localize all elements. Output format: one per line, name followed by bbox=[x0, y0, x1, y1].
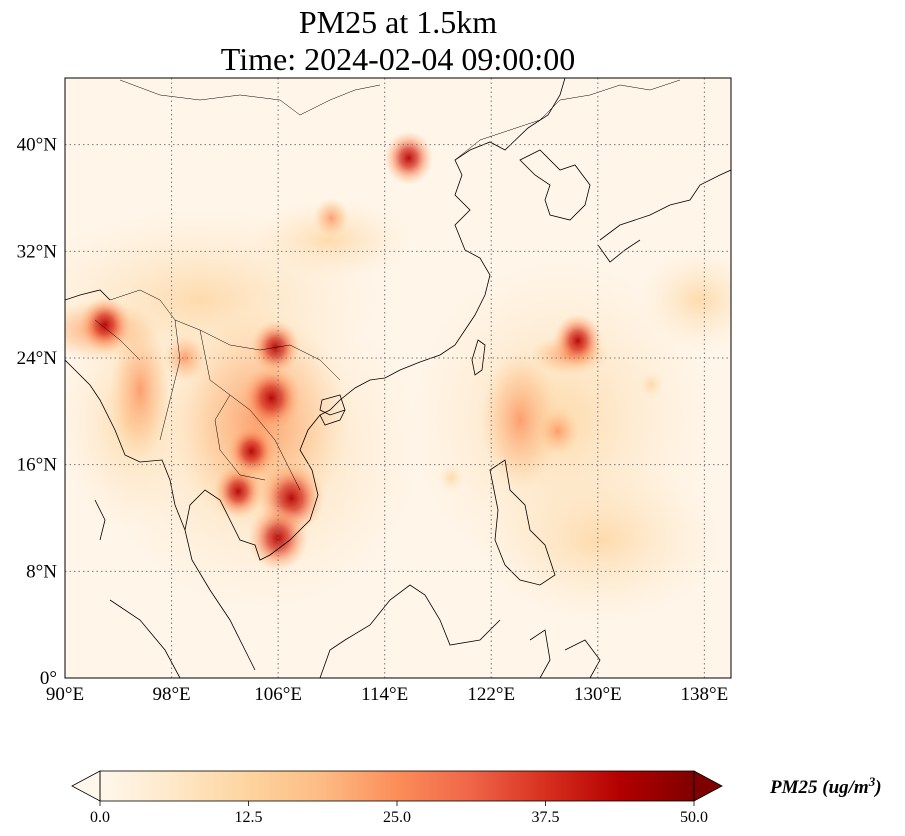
colorbar-tick-label: 0.0 bbox=[90, 809, 110, 826]
longitude-tick-label: 98°E bbox=[152, 684, 190, 705]
pm25-hotspot bbox=[384, 131, 434, 185]
map-title-line2: Time: 2024-02-04 09:00:00 bbox=[221, 41, 575, 77]
colorbar-ticks: 0.0 12.5 25.0 37.5 50.0 bbox=[90, 801, 708, 826]
longitude-tick-label: 114°E bbox=[361, 684, 408, 705]
colorbar-extend-min bbox=[71, 770, 101, 802]
longitude-tick-label: 106°E bbox=[254, 684, 302, 705]
pm25-hotspot bbox=[313, 198, 350, 238]
colorbar-tick-label: 25.0 bbox=[383, 809, 411, 826]
colorbar-tick-label: 12.5 bbox=[235, 809, 263, 826]
colorbar-tick-label: 50.0 bbox=[680, 809, 708, 826]
colorbar-gradient bbox=[100, 771, 694, 801]
latitude-labels: 0° 8°N 16°N 24°N 32°N 40°N bbox=[17, 135, 58, 689]
colorbar-extend-max bbox=[693, 770, 723, 802]
pm25-hotspot bbox=[213, 464, 263, 519]
pm25-hotspot bbox=[637, 369, 665, 400]
latitude-tick-label: 24°N bbox=[17, 348, 58, 369]
pm25-hotspot bbox=[79, 296, 131, 353]
longitude-tick-label: 90°E bbox=[46, 684, 84, 705]
colorbar-tick-label: 37.5 bbox=[532, 809, 560, 826]
pm25-hotspot bbox=[536, 407, 580, 456]
colorbar-label: PM25 (ug/m3) bbox=[769, 774, 882, 799]
colorbar: 0.0 12.5 25.0 37.5 50.0 PM25 (ug/m3) bbox=[71, 770, 882, 826]
pm25-hotspots bbox=[79, 131, 665, 571]
latitude-tick-label: 16°N bbox=[17, 455, 58, 476]
pm25-hotspot bbox=[241, 365, 302, 431]
latitude-tick-label: 8°N bbox=[26, 561, 57, 582]
gridlines bbox=[65, 78, 731, 678]
latitude-tick-label: 32°N bbox=[17, 241, 58, 262]
pm25-hotspot bbox=[163, 334, 207, 382]
pm25-hotspot bbox=[437, 463, 465, 493]
latitude-tick-label: 40°N bbox=[17, 135, 58, 156]
longitude-tick-label: 122°E bbox=[467, 684, 515, 705]
map-title-line1: PM25 at 1.5km bbox=[299, 4, 497, 40]
longitude-tick-label: 138°E bbox=[681, 684, 729, 705]
map-frame bbox=[64, 77, 732, 679]
longitude-tick-label: 130°E bbox=[574, 684, 622, 705]
map-area bbox=[65, 78, 731, 678]
pm25-hotspot bbox=[553, 313, 603, 368]
latitude-tick-label: 0° bbox=[40, 668, 57, 689]
longitude-labels: 90°E 98°E 106°E 114°E 122°E 130°E 138°E bbox=[46, 684, 728, 705]
